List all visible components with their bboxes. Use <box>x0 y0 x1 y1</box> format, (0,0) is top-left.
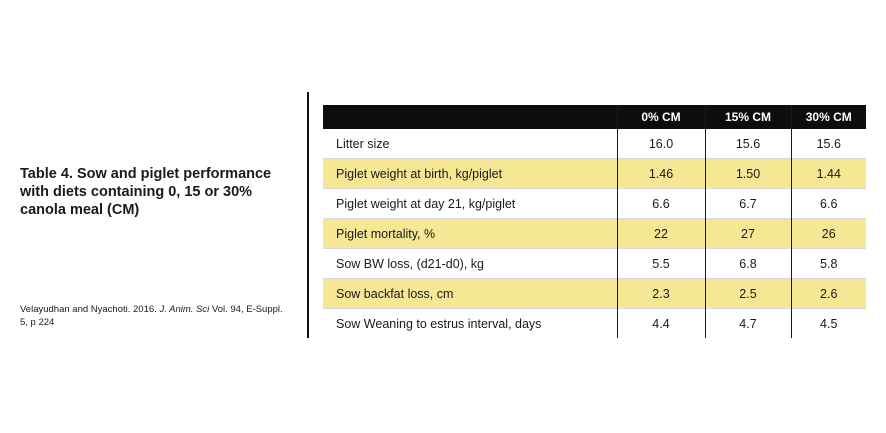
table-row: Sow BW loss, (d21-d0), kg 5.5 6.8 5.8 <box>323 248 866 279</box>
row-label: Piglet weight at birth, kg/piglet <box>323 158 617 189</box>
row-label: Sow backfat loss, cm <box>323 278 617 309</box>
citation-journal: J. Anim. Sci <box>159 304 210 315</box>
header-0-cm: 0% CM <box>616 105 705 129</box>
cell-30-cm: 5.8 <box>790 248 866 279</box>
header-30-cm: 30% CM <box>790 105 866 129</box>
cell-0-cm: 5.5 <box>616 248 705 279</box>
cell-30-cm: 6.6 <box>790 188 866 219</box>
cell-15-cm: 1.50 <box>704 158 791 189</box>
cell-0-cm: 22 <box>616 218 705 249</box>
cell-30-cm: 15.6 <box>790 129 866 159</box>
row-label: Litter size <box>323 129 617 159</box>
row-label: Sow Weaning to estrus interval, days <box>323 308 617 338</box>
cell-15-cm: 6.8 <box>704 248 791 279</box>
table-row: Sow backfat loss, cm 2.3 2.5 2.6 <box>323 278 866 309</box>
header-15-cm: 15% CM <box>704 105 791 129</box>
table-caption: Table 4. Sow and piglet performance with… <box>20 166 272 218</box>
table-row: Sow Weaning to estrus interval, days 4.4… <box>323 308 866 338</box>
table-row: Piglet weight at birth, kg/piglet 1.46 1… <box>323 158 866 189</box>
cell-15-cm: 6.7 <box>704 188 791 219</box>
cell-30-cm: 1.44 <box>790 158 866 189</box>
cell-15-cm: 27 <box>704 218 791 249</box>
cell-15-cm: 2.5 <box>704 278 791 309</box>
cell-15-cm: 15.6 <box>704 129 791 159</box>
cell-0-cm: 6.6 <box>616 188 705 219</box>
citation-details: Vol. 94, E-Suppl. 5, p 224 <box>20 304 283 328</box>
cell-0-cm: 4.4 <box>616 308 705 338</box>
row-label: Piglet mortality, % <box>323 218 617 249</box>
performance-table: 0% CM 15% CM 30% CM Litter size 16.0 15.… <box>323 105 866 338</box>
citation-authors: Velayudhan and Nyachoti. 2016. <box>20 304 157 315</box>
table-row: Litter size 16.0 15.6 15.6 <box>323 129 866 159</box>
citation: Velayudhan and Nyachoti. 2016. J. Anim. … <box>20 303 290 329</box>
table-header-row: 0% CM 15% CM 30% CM <box>323 105 866 129</box>
cell-0-cm: 2.3 <box>616 278 705 309</box>
header-label-column <box>323 105 617 129</box>
table-row: Piglet mortality, % 22 27 26 <box>323 218 866 249</box>
cell-0-cm: 1.46 <box>616 158 705 189</box>
cell-15-cm: 4.7 <box>704 308 791 338</box>
cell-0-cm: 16.0 <box>616 129 705 159</box>
cell-30-cm: 26 <box>790 218 866 249</box>
cell-30-cm: 4.5 <box>790 308 866 338</box>
cell-30-cm: 2.6 <box>790 278 866 309</box>
row-label: Sow BW loss, (d21-d0), kg <box>323 248 617 279</box>
row-label: Piglet weight at day 21, kg/piglet <box>323 188 617 219</box>
table-row: Piglet weight at day 21, kg/piglet 6.6 6… <box>323 188 866 219</box>
vertical-divider <box>307 92 309 338</box>
